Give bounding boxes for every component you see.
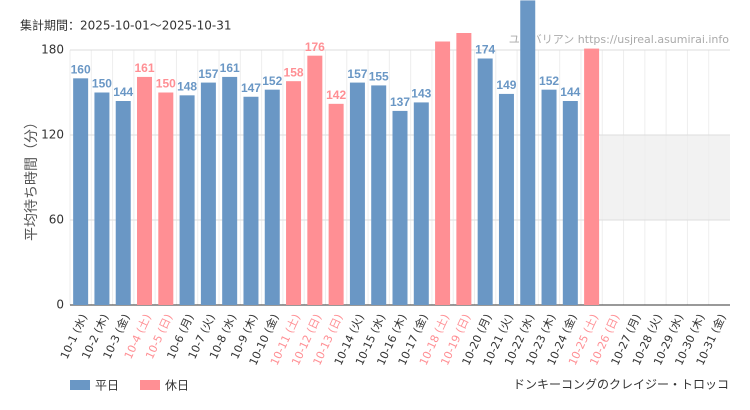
value-label: 144 (560, 85, 580, 99)
y-tick-label: 60 (49, 213, 64, 227)
legend-label: 平日 (95, 379, 119, 393)
bar (541, 89, 557, 306)
bar (435, 41, 451, 305)
value-label: 143 (411, 87, 431, 101)
bar (286, 81, 302, 306)
value-label: 174 (475, 43, 495, 57)
bar (477, 58, 493, 305)
y-tick-label: 180 (41, 43, 64, 57)
legend-swatch (140, 380, 160, 390)
y-axis-label: 平均待ち時間（分） (24, 115, 40, 241)
bar (264, 89, 280, 306)
bar (222, 76, 238, 306)
bar (328, 103, 344, 305)
y-tick-label: 120 (41, 128, 64, 142)
bar (158, 92, 174, 305)
shaded-band (600, 135, 730, 220)
value-label: 176 (305, 40, 325, 54)
value-label: 157 (198, 67, 218, 81)
bar (179, 95, 195, 305)
value-label: 147 (241, 81, 261, 95)
value-label: 161 (135, 61, 155, 75)
bar (456, 33, 472, 305)
bar (243, 96, 259, 305)
bar (498, 93, 514, 306)
value-label: 158 (284, 65, 304, 79)
y-tick-label: 0 (56, 298, 64, 312)
value-label: 160 (71, 63, 91, 77)
value-label: 149 (496, 78, 516, 92)
bar (349, 82, 365, 305)
value-label: 144 (113, 85, 133, 99)
value-label: 157 (347, 67, 367, 81)
value-label: 155 (369, 70, 389, 84)
bar (307, 55, 323, 305)
legend-label: 休日 (165, 379, 189, 393)
bar (413, 102, 429, 306)
bar (115, 101, 131, 305)
bar (200, 82, 216, 305)
value-label: 152 (539, 74, 559, 88)
period: 集計期間：2025-10-01～2025-10-31 (20, 18, 231, 33)
value-label: 150 (156, 77, 176, 91)
value-label: 148 (177, 80, 197, 94)
value-label: 142 (326, 88, 346, 102)
value-label: 152 (262, 74, 282, 88)
bar (584, 48, 600, 305)
value-label: 161 (220, 61, 240, 75)
value-label: 150 (92, 77, 112, 91)
bar (520, 0, 536, 306)
bar (73, 78, 89, 305)
bar (392, 110, 408, 306)
bar (137, 76, 153, 306)
bar (562, 101, 578, 305)
bar (371, 85, 387, 306)
value-label: 137 (390, 95, 410, 109)
attraction-name: ドンキーコングのクレイジー・トロッコ (513, 378, 729, 392)
bar (94, 92, 110, 305)
legend-swatch (70, 380, 90, 390)
watermark: ユニバリアン https://usjreal.asumirai.info (509, 33, 730, 46)
